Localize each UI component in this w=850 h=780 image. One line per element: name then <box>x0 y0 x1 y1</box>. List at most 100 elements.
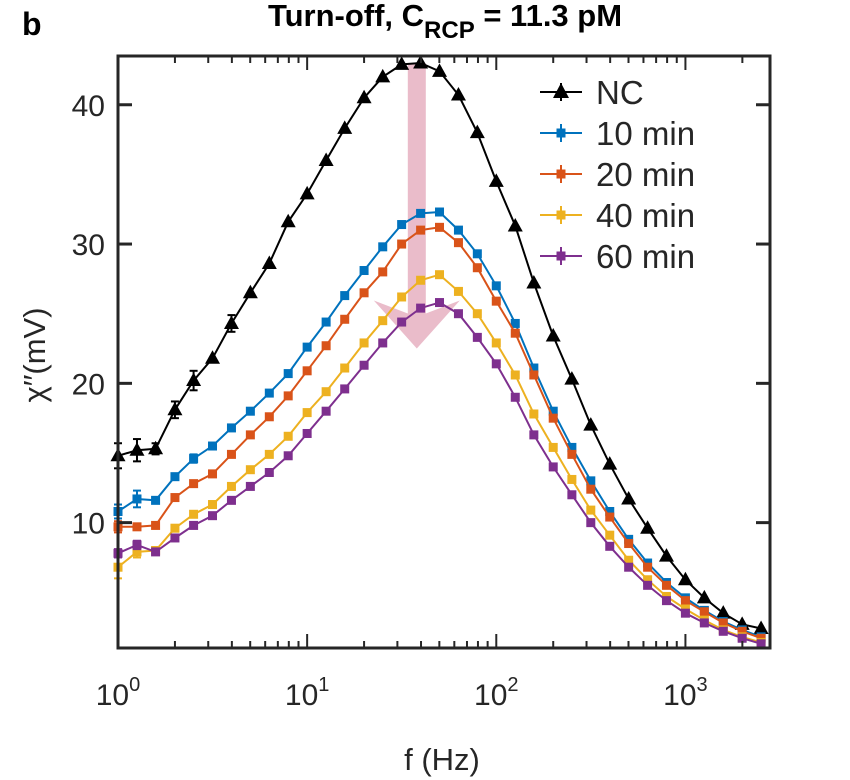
data-point <box>208 511 218 521</box>
data-point <box>435 270 445 280</box>
data-point <box>548 462 558 472</box>
data-point <box>435 298 445 308</box>
data-point <box>337 120 353 134</box>
data-point <box>450 87 466 101</box>
data-point <box>132 540 142 550</box>
data-point <box>756 639 766 649</box>
data-point <box>696 589 712 604</box>
x-tick-label: 103 <box>663 674 708 712</box>
data-point <box>583 417 599 431</box>
annotation-arrow <box>373 62 460 349</box>
data-point <box>491 296 501 306</box>
data-point <box>643 575 653 585</box>
data-point <box>264 412 274 422</box>
data-point <box>359 360 369 370</box>
data-point <box>378 242 388 252</box>
data-point <box>378 338 388 348</box>
legend-entry-20-min: 20 min <box>540 156 695 193</box>
data-point <box>416 225 426 235</box>
legend-label: 10 min <box>596 115 695 152</box>
data-point <box>567 474 577 484</box>
data-point <box>472 309 482 319</box>
data-point <box>491 281 501 291</box>
data-point <box>526 275 542 289</box>
data-point <box>397 239 407 249</box>
data-point <box>567 490 577 500</box>
data-point <box>378 267 388 277</box>
chart-title: Turn-off, CRCP = 11.3 pM <box>268 0 622 44</box>
data-point <box>208 441 218 451</box>
plot-frame <box>116 54 772 650</box>
data-point <box>661 580 671 590</box>
y-axis-title: χ′′(mV) <box>17 307 52 402</box>
data-point <box>472 249 482 259</box>
data-point <box>302 366 312 376</box>
data-point <box>605 512 615 522</box>
data-point <box>226 423 236 433</box>
data-point <box>677 571 693 586</box>
data-point <box>189 520 199 530</box>
data-point <box>453 238 463 248</box>
data-point <box>280 213 296 228</box>
data-point <box>586 476 596 486</box>
data-point <box>378 316 388 326</box>
legend-marker <box>556 128 566 138</box>
data-point <box>302 428 312 438</box>
data-point <box>397 220 407 230</box>
data-point <box>548 442 558 452</box>
series-line <box>118 226 762 640</box>
data-point <box>359 288 369 298</box>
data-point <box>548 406 558 416</box>
data-point <box>208 500 218 510</box>
legend-entry-60-min: 60 min <box>540 238 695 275</box>
data-point <box>643 562 653 572</box>
legend: NC 10 min 20 min 40 min 60 min <box>540 74 695 275</box>
data-point <box>394 56 410 70</box>
legend-marker <box>556 169 566 179</box>
data-point <box>245 481 255 491</box>
data-point <box>321 317 331 327</box>
data-point <box>753 620 769 634</box>
data-point <box>151 520 161 530</box>
data-point <box>529 370 539 380</box>
legend-marker <box>553 83 569 98</box>
data-point <box>435 207 445 217</box>
data-point <box>283 391 293 401</box>
data-point <box>132 547 142 557</box>
legend-marker <box>556 251 566 261</box>
data-point <box>321 406 331 416</box>
data-point <box>340 363 350 373</box>
data-point <box>453 225 463 235</box>
y-tick-label: 20 <box>72 368 105 401</box>
x-axis-title: f (Hz) <box>404 742 480 777</box>
data-point <box>529 409 539 419</box>
y-tick-label: 10 <box>72 508 105 541</box>
data-point <box>264 449 274 459</box>
data-point <box>170 493 180 503</box>
data-point <box>261 255 277 270</box>
data-point <box>170 533 180 543</box>
data-point <box>567 442 577 452</box>
data-point <box>359 338 369 348</box>
data-point <box>586 484 596 494</box>
data-point <box>340 384 350 394</box>
data-point <box>658 548 674 562</box>
data-point <box>469 124 485 139</box>
data-point <box>624 555 634 565</box>
data-point <box>715 605 731 619</box>
data-point <box>299 185 315 200</box>
y-tick-label: 30 <box>72 229 105 262</box>
data-point <box>621 490 637 505</box>
data-point <box>321 387 331 397</box>
data-point <box>340 291 350 301</box>
data-point <box>151 495 161 505</box>
x-tick-label: 100 <box>96 674 141 712</box>
legend-entry-40-min: 40 min <box>540 197 695 234</box>
data-point <box>359 266 369 276</box>
data-point <box>186 372 202 387</box>
data-point <box>416 303 426 313</box>
data-point <box>643 580 653 590</box>
data-point <box>510 318 520 328</box>
data-point <box>223 315 239 329</box>
